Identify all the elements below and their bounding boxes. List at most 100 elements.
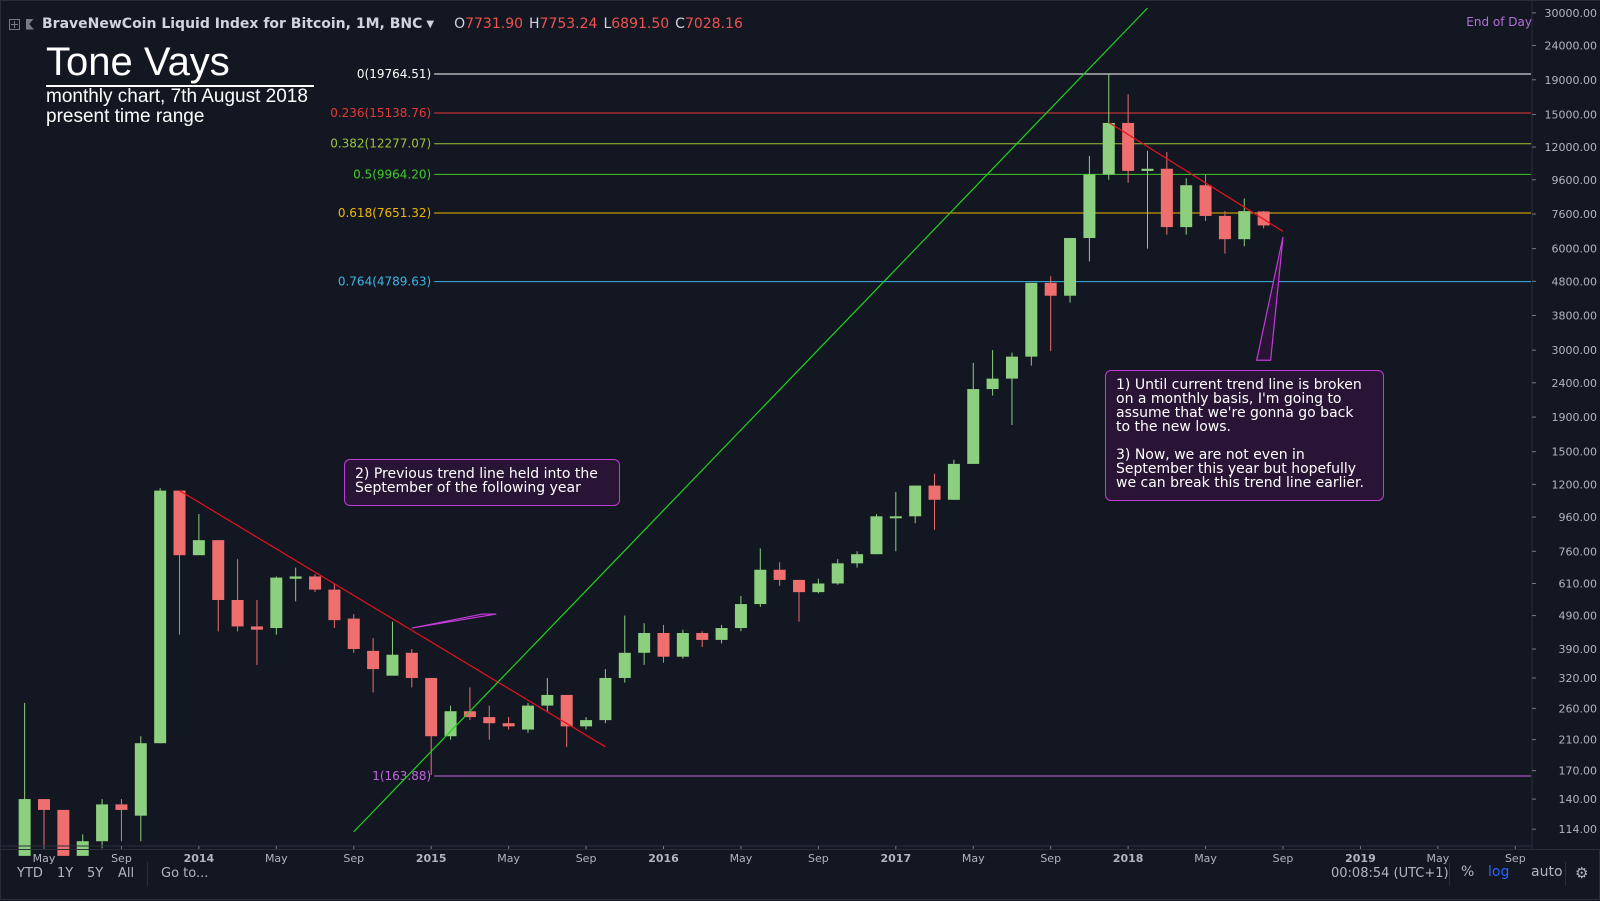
candle[interactable] bbox=[96, 799, 109, 849]
candle[interactable] bbox=[1083, 155, 1096, 262]
candle[interactable] bbox=[599, 669, 612, 724]
candle-body bbox=[560, 694, 573, 727]
candle[interactable] bbox=[425, 677, 438, 776]
candle[interactable] bbox=[618, 615, 631, 683]
candle[interactable] bbox=[580, 717, 593, 730]
candle[interactable] bbox=[1122, 94, 1135, 183]
callout-left[interactable]: 2) Previous trend line held into the Sep… bbox=[344, 459, 620, 506]
candle[interactable] bbox=[328, 583, 341, 629]
candle[interactable] bbox=[657, 624, 670, 663]
candle[interactable] bbox=[947, 459, 960, 500]
candle[interactable] bbox=[173, 490, 186, 635]
candle[interactable] bbox=[1102, 74, 1115, 180]
price-chart[interactable]: 0(19764.51) 0.236(15138.76) 0.382(12277.07… bbox=[1, 1, 1600, 871]
candle[interactable] bbox=[1199, 174, 1212, 221]
candlestick-series[interactable] bbox=[18, 74, 1270, 856]
gear-icon[interactable]: ⚙ bbox=[1575, 864, 1589, 882]
candle[interactable] bbox=[309, 574, 322, 593]
auto-scale-button[interactable]: auto bbox=[1531, 864, 1563, 880]
candle[interactable] bbox=[76, 834, 89, 856]
candle[interactable] bbox=[967, 362, 980, 464]
price-tick-label: 140.00 bbox=[1559, 793, 1598, 806]
candle[interactable] bbox=[851, 551, 864, 568]
time-tick-label: May bbox=[730, 852, 753, 865]
time-axis[interactable]: May Sep 2014 May Sep 2015 May Sep 2016 May Sep 2017… bbox=[1, 845, 1532, 865]
candle[interactable] bbox=[831, 559, 844, 585]
candle[interactable] bbox=[444, 705, 457, 740]
candle[interactable] bbox=[1218, 211, 1231, 254]
candle[interactable] bbox=[502, 717, 515, 730]
price-axis[interactable]: 30000.00 24000.00 19000.00 15000.00 12000.00… bbox=[1531, 1, 1600, 849]
candle-body bbox=[231, 599, 244, 627]
trend-line-down[interactable] bbox=[179, 490, 606, 748]
flag-icon[interactable] bbox=[26, 18, 34, 30]
candle[interactable] bbox=[696, 631, 709, 648]
candle-body bbox=[76, 841, 89, 856]
clock[interactable]: 00:08:54 (UTC+1) bbox=[1331, 866, 1449, 881]
candle[interactable] bbox=[793, 579, 806, 622]
low-label: L bbox=[603, 16, 612, 32]
candle[interactable] bbox=[270, 576, 283, 635]
candle[interactable] bbox=[1025, 282, 1038, 366]
range-ytd-button[interactable]: YTD bbox=[17, 866, 43, 881]
candle[interactable] bbox=[192, 514, 205, 556]
price-tick-label: 4800.00 bbox=[1552, 275, 1598, 288]
candle[interactable] bbox=[1160, 152, 1173, 235]
candle[interactable] bbox=[212, 540, 225, 632]
candle[interactable] bbox=[909, 485, 922, 524]
candle[interactable] bbox=[1044, 276, 1057, 352]
candle[interactable] bbox=[754, 548, 767, 607]
expand-icon[interactable] bbox=[9, 18, 20, 30]
candle[interactable] bbox=[405, 649, 418, 688]
candle[interactable] bbox=[541, 677, 554, 712]
candle[interactable] bbox=[115, 799, 128, 842]
candle[interactable] bbox=[483, 705, 496, 740]
candle[interactable] bbox=[347, 614, 360, 653]
candle[interactable] bbox=[560, 694, 573, 747]
candle[interactable] bbox=[18, 702, 31, 856]
candle[interactable] bbox=[367, 638, 380, 693]
range-1y-button[interactable]: 1Y bbox=[57, 866, 74, 881]
candle[interactable] bbox=[231, 559, 244, 632]
candle[interactable] bbox=[463, 687, 476, 721]
candle[interactable] bbox=[289, 567, 302, 602]
candle[interactable] bbox=[889, 491, 902, 552]
candle[interactable] bbox=[773, 562, 786, 586]
range-all-button[interactable]: All bbox=[118, 866, 135, 881]
author-subtitle-2: present time range bbox=[46, 106, 205, 127]
candle[interactable] bbox=[676, 629, 689, 659]
trend-line-up[interactable] bbox=[353, 7, 1148, 833]
candle[interactable] bbox=[638, 623, 651, 665]
candle[interactable] bbox=[928, 473, 941, 530]
symbol-title[interactable]: BraveNewCoin Liquid Index for Bitcoin, 1… bbox=[42, 16, 423, 32]
open-label: O bbox=[454, 16, 466, 32]
candle[interactable] bbox=[57, 809, 70, 856]
candle[interactable] bbox=[812, 578, 825, 594]
candle[interactable] bbox=[250, 599, 263, 665]
fibonacci-retracement[interactable]: 0(19764.51) 0.236(15138.76) 0.382(12277.07… bbox=[330, 67, 1531, 783]
candle[interactable] bbox=[986, 350, 999, 396]
goto-button[interactable]: Go to... bbox=[161, 866, 209, 881]
range-5y-button[interactable]: 5Y bbox=[87, 866, 104, 881]
candle[interactable] bbox=[1141, 150, 1154, 249]
log-scale-button[interactable]: log bbox=[1488, 864, 1510, 880]
candle[interactable] bbox=[1180, 178, 1193, 235]
candle[interactable] bbox=[870, 514, 883, 555]
candle[interactable] bbox=[734, 596, 747, 632]
chevron-down-icon[interactable]: ▼ bbox=[426, 18, 435, 30]
candle[interactable] bbox=[154, 488, 167, 744]
candle[interactable] bbox=[38, 799, 50, 849]
candle[interactable] bbox=[715, 624, 728, 644]
candle[interactable] bbox=[1005, 352, 1018, 425]
candle[interactable] bbox=[1238, 198, 1251, 247]
low-value: 6891.50 bbox=[611, 16, 670, 32]
candle[interactable] bbox=[1064, 238, 1077, 303]
candle[interactable] bbox=[521, 702, 534, 733]
callout-right[interactable]: 1) Until current trend line is broken on… bbox=[1105, 370, 1384, 501]
trend-line-down[interactable] bbox=[1108, 121, 1284, 232]
trend-lines[interactable] bbox=[179, 7, 1284, 833]
percent-scale-button[interactable]: % bbox=[1461, 864, 1475, 880]
candle[interactable] bbox=[134, 736, 147, 842]
candle[interactable] bbox=[386, 621, 399, 676]
